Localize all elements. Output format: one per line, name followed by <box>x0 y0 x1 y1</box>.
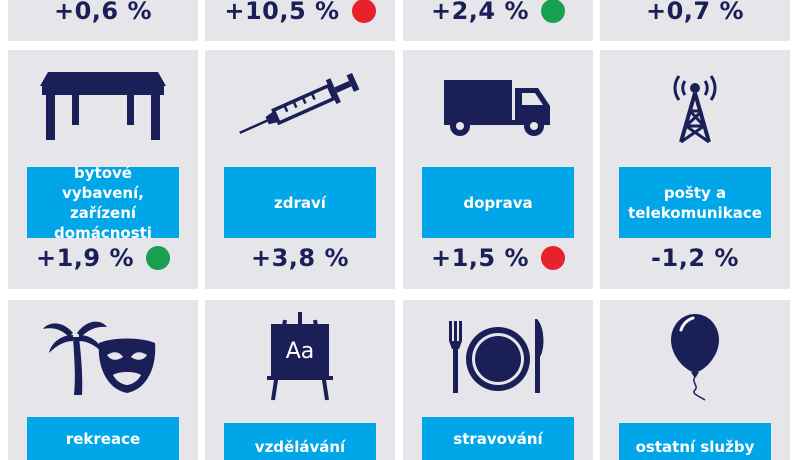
card-top-3: +2,4 % <box>403 0 593 41</box>
antenna-tower-icon <box>673 75 717 144</box>
easel-text: Aa <box>286 339 315 364</box>
card-education: Aa vzdělávání <box>205 300 395 460</box>
card-transport: doprava +1,5 % <box>403 50 593 289</box>
value-row: +2,4 % <box>403 0 593 28</box>
palm-mask-icon <box>43 321 156 395</box>
value-row: +10,5 % <box>205 0 395 28</box>
value-text: +10,5 % <box>224 0 340 25</box>
value-text: +0,6 % <box>53 0 153 25</box>
value-text: +3,8 % <box>250 244 350 272</box>
card-recreation: rekreace <box>8 300 198 460</box>
value-row: +0,7 % <box>600 0 790 28</box>
green-indicator-dot <box>541 0 566 23</box>
value-text: +0,7 % <box>645 0 745 25</box>
value-row: +1,5 % <box>403 239 593 277</box>
card-health: zdraví +3,8 % <box>205 50 395 289</box>
card-other-services: ostatní služby <box>600 300 790 460</box>
card-post-telecom: pošty a telekomunikace -1,2 % <box>600 50 790 289</box>
category-label: stravování <box>422 417 574 460</box>
category-label: vzdělávání <box>224 423 376 460</box>
syringe-icon <box>239 72 360 134</box>
icon-area <box>8 50 198 162</box>
card-dining: stravování <box>403 300 593 460</box>
category-label: zdraví <box>224 167 376 238</box>
icon-area <box>600 300 790 412</box>
card-top-2: +10,5 % <box>205 0 395 41</box>
value-row: -1,2 % <box>600 239 790 277</box>
plate-cutlery-icon <box>449 319 544 393</box>
icon-area <box>403 50 593 162</box>
easel-icon: Aa <box>267 312 333 401</box>
card-top-1: +0,6 % <box>8 0 198 41</box>
value-row: +3,8 % <box>205 239 395 277</box>
red-indicator-dot <box>541 246 566 270</box>
table-icon <box>40 72 166 140</box>
value-row: +1,9 % <box>8 239 198 277</box>
icon-area <box>8 300 198 412</box>
category-label: pošty a telekomunikace <box>619 167 771 238</box>
card-furnishings: bytové vybavení, zařízení domácnosti +1,… <box>8 50 198 289</box>
value-text: +1,5 % <box>430 244 530 272</box>
category-label: bytové vybavení, zařízení domácnosti <box>27 164 179 242</box>
icon-area <box>600 50 790 162</box>
green-indicator-dot <box>146 246 171 270</box>
value-text: +2,4 % <box>430 0 530 25</box>
category-label: rekreace <box>27 417 179 460</box>
icon-area <box>403 300 593 412</box>
balloon-icon <box>671 314 719 401</box>
icon-area <box>205 50 395 162</box>
red-indicator-dot <box>351 0 376 23</box>
category-label: ostatní služby <box>619 423 771 460</box>
value-text: +1,9 % <box>35 244 135 272</box>
category-label: doprava <box>422 167 574 238</box>
card-top-4: +0,7 % <box>600 0 790 41</box>
truck-icon <box>444 80 550 136</box>
value-text: -1,2 % <box>651 244 739 272</box>
icon-area: Aa <box>205 300 395 412</box>
value-row: +0,6 % <box>8 0 198 28</box>
